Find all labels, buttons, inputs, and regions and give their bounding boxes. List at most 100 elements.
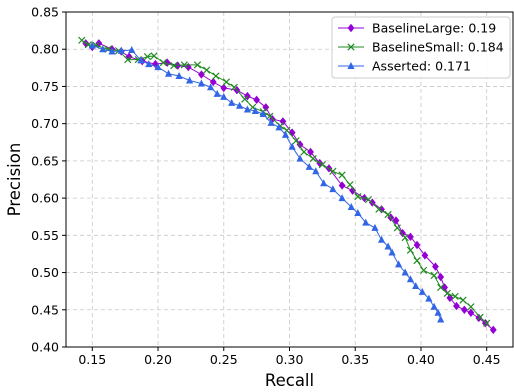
data-point — [198, 70, 205, 79]
data-point — [430, 302, 438, 310]
data-point — [453, 301, 460, 311]
legend-marker — [347, 62, 355, 69]
data-point — [395, 260, 403, 268]
data-point — [467, 303, 475, 311]
series-layer — [78, 36, 497, 335]
data-point — [489, 325, 497, 335]
data-point — [108, 47, 116, 55]
data-point — [425, 294, 433, 302]
legend-label: BaselineSmall: 0.184 — [372, 40, 504, 55]
legend-marker — [347, 23, 355, 33]
data-point — [128, 45, 136, 53]
data-point — [154, 63, 162, 71]
legend-marker — [347, 43, 355, 51]
data-point — [279, 117, 287, 126]
data-point — [220, 92, 228, 100]
x-marker-stroke — [203, 66, 211, 74]
data-point — [421, 251, 429, 260]
data-point — [349, 186, 357, 195]
data-point — [143, 53, 152, 61]
data-point — [307, 147, 314, 157]
data-point — [329, 185, 337, 193]
x-marker-stroke — [241, 95, 249, 103]
series-line — [92, 45, 442, 320]
data-point — [459, 296, 467, 304]
data-point — [145, 60, 153, 68]
x-marker-stroke — [467, 303, 475, 311]
data-point — [318, 160, 326, 169]
data-point — [437, 272, 445, 282]
x-marker-stroke — [346, 181, 354, 189]
series-triangle — [88, 41, 445, 323]
data-point — [476, 313, 484, 321]
x-marker-stroke — [406, 246, 415, 254]
data-point — [209, 77, 217, 87]
data-point — [207, 83, 215, 91]
x-marker-stroke — [419, 266, 428, 274]
x-marker-stroke — [401, 233, 409, 242]
data-point — [419, 266, 428, 274]
data-point — [175, 72, 183, 80]
x-tick-label: 0.20 — [144, 352, 172, 367]
y-tick-label: 0.70 — [31, 116, 59, 131]
data-point — [338, 194, 346, 202]
data-point — [305, 162, 313, 170]
legend-label: BaselineLarge: 0.19 — [372, 21, 496, 36]
x-marker-stroke — [159, 58, 167, 67]
data-point — [296, 154, 304, 162]
data-point — [354, 192, 362, 201]
x-tick-label: 0.30 — [276, 352, 304, 367]
x-marker-stroke — [222, 78, 231, 86]
data-point — [312, 167, 320, 175]
x-marker-stroke — [384, 210, 392, 219]
data-point — [451, 292, 459, 301]
data-point — [235, 101, 244, 109]
data-point — [388, 248, 396, 256]
data-point — [212, 72, 220, 80]
data-point — [230, 83, 238, 91]
data-point — [443, 289, 451, 298]
x-tick-label: 0.45 — [473, 352, 501, 367]
x-axis-label: Recall — [265, 371, 314, 390]
y-tick-label: 0.75 — [31, 79, 59, 94]
data-point — [393, 224, 401, 232]
data-point — [275, 123, 283, 131]
x-marker-stroke — [78, 36, 86, 44]
data-point — [228, 98, 236, 106]
y-tick-label: 0.65 — [31, 153, 59, 168]
data-point — [406, 246, 415, 254]
x-marker-stroke — [170, 61, 178, 70]
x-marker-stroke — [354, 192, 362, 201]
data-point — [437, 315, 445, 323]
x-marker-stroke — [364, 195, 373, 204]
data-point — [338, 171, 346, 179]
y-tick-label: 0.85 — [31, 5, 59, 20]
y-axis-label: Precision — [5, 143, 24, 217]
legend-box — [331, 16, 511, 79]
data-point — [467, 308, 475, 317]
data-point — [320, 179, 328, 187]
y-tick-label: 0.45 — [31, 302, 59, 317]
x-marker-stroke — [483, 319, 491, 327]
data-point — [185, 76, 194, 84]
y-tick-label: 0.80 — [31, 42, 59, 57]
data-point — [362, 218, 370, 226]
x-marker-stroke — [437, 283, 445, 292]
data-point — [164, 69, 173, 77]
x-marker-stroke — [443, 289, 451, 298]
x-marker-stroke — [124, 56, 132, 64]
data-point — [253, 95, 261, 105]
data-point — [384, 210, 392, 219]
data-point — [88, 41, 96, 49]
data-point — [483, 319, 491, 327]
data-point — [338, 181, 346, 190]
data-point — [432, 262, 439, 271]
data-point — [170, 61, 178, 70]
x-marker-stroke — [347, 43, 355, 51]
x-marker-stroke — [300, 148, 308, 156]
x-marker-stroke — [292, 137, 300, 145]
data-point — [430, 271, 438, 280]
x-marker-stroke — [318, 160, 326, 169]
data-point — [220, 83, 228, 93]
x-marker-stroke — [143, 53, 152, 61]
